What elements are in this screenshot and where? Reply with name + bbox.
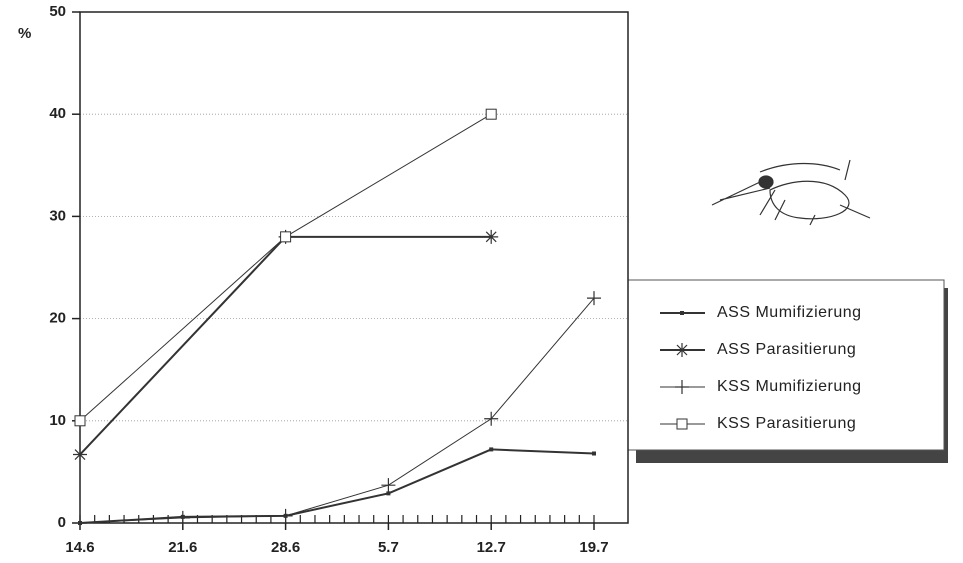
y-axis-label: % — [18, 25, 31, 42]
marker — [386, 491, 391, 496]
marker — [175, 510, 190, 525]
marker-plus — [175, 510, 190, 525]
legend-label: ASS Parasitierung — [717, 341, 856, 358]
marker — [484, 229, 499, 244]
x-tick-label: 12.7 — [477, 539, 506, 556]
y-tick-label: 50 — [49, 3, 66, 20]
y-tick-label: 20 — [49, 310, 66, 327]
marker — [381, 478, 396, 493]
marker — [592, 451, 596, 456]
x-tick-label: 14.6 — [65, 539, 94, 556]
marker-plus — [484, 411, 499, 426]
marker-dot — [386, 491, 391, 496]
plot-frame — [79, 11, 629, 524]
series-line — [79, 297, 595, 524]
marker-square — [74, 415, 86, 427]
marker — [278, 508, 293, 523]
marker-asterisk — [484, 229, 499, 244]
marker-asterisk — [675, 343, 689, 357]
y-tick-label: 30 — [49, 207, 66, 224]
marker — [676, 418, 688, 430]
x-tick-label: 28.6 — [271, 539, 300, 556]
y-tick-label: 10 — [49, 412, 66, 429]
marker-square — [280, 231, 292, 243]
marker — [280, 231, 292, 243]
series-line — [79, 235, 492, 456]
legend-label: KSS Parasitierung — [717, 415, 856, 432]
marker — [680, 311, 684, 315]
marker — [73, 516, 87, 530]
legend-label: ASS Mumifizierung — [717, 304, 862, 321]
series-line — [79, 448, 595, 524]
marker — [73, 447, 87, 462]
marker — [675, 343, 689, 357]
series-line — [79, 113, 492, 422]
marker-dot — [592, 451, 596, 456]
marker-dot — [680, 311, 684, 315]
marker-square — [485, 108, 497, 120]
marker — [587, 291, 601, 306]
marker — [74, 415, 86, 427]
marker — [489, 447, 494, 452]
x-tick-label: 19.7 — [579, 539, 608, 556]
insect-sketch — [711, 159, 871, 226]
x-tick-label: 5.7 — [378, 539, 399, 556]
y-tick-label: 40 — [49, 105, 66, 122]
marker-plus — [73, 516, 87, 530]
legend-label: KSS Mumifizierung — [717, 378, 862, 395]
marker — [675, 380, 689, 394]
marker-plus — [675, 380, 689, 394]
marker-plus — [587, 291, 601, 306]
y-tick-label: 0 — [58, 514, 66, 531]
marker-asterisk — [73, 447, 87, 462]
marker-square — [676, 418, 688, 430]
marker-plus — [278, 508, 293, 523]
marker-plus — [381, 478, 396, 493]
marker — [484, 411, 499, 426]
marker — [485, 108, 497, 120]
x-tick-label: 21.6 — [168, 539, 197, 556]
marker-dot — [489, 447, 494, 452]
